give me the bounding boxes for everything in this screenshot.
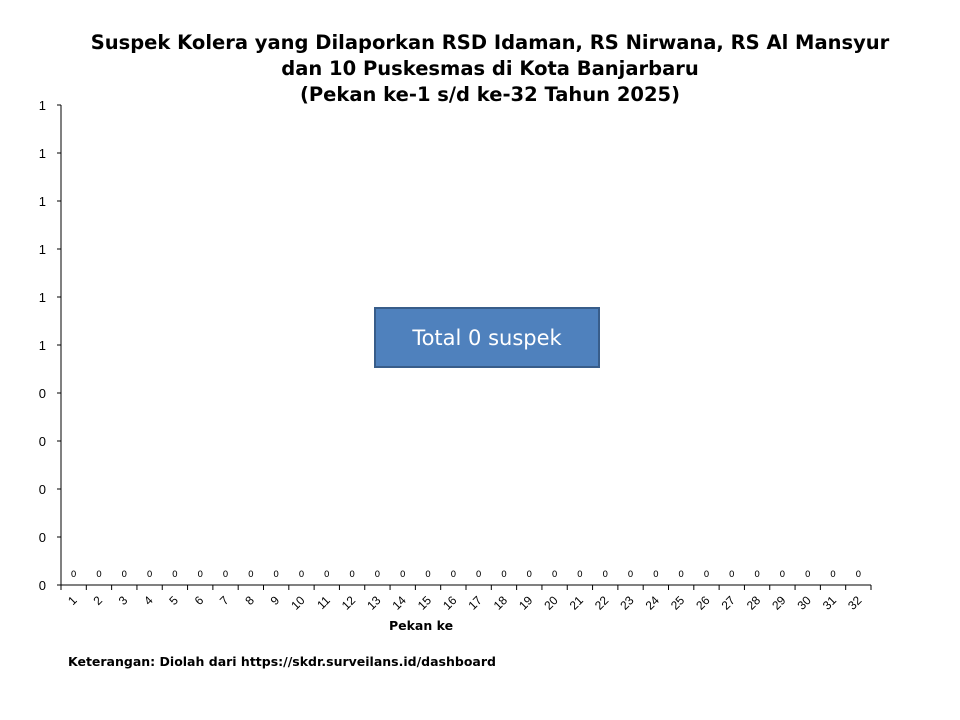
data-label: 0 xyxy=(552,570,558,580)
x-tick-label: 5 xyxy=(166,593,181,608)
data-label: 0 xyxy=(577,570,583,580)
footnote: Keterangan: Diolah dari https://skdr.sur… xyxy=(68,654,496,669)
x-tick-label: 3 xyxy=(116,593,131,608)
x-tick-label: 2 xyxy=(90,593,105,608)
x-tick-label: 1 xyxy=(65,593,80,608)
x-tick-label: 10 xyxy=(288,593,308,613)
data-label: 0 xyxy=(678,570,684,580)
x-tick-label: 7 xyxy=(217,593,232,608)
data-label: 0 xyxy=(349,570,355,580)
x-tick-label: 19 xyxy=(516,593,536,613)
x-tick-label: 31 xyxy=(820,593,840,613)
data-label: 0 xyxy=(628,570,634,580)
y-tick-label: 1 xyxy=(39,290,46,305)
data-label: 0 xyxy=(805,570,811,580)
data-label: 0 xyxy=(425,570,431,580)
data-label: 0 xyxy=(248,570,254,580)
x-tick-label: 29 xyxy=(769,593,789,613)
x-tick-label: 17 xyxy=(465,593,485,613)
data-label: 0 xyxy=(526,570,532,580)
data-label: 0 xyxy=(754,570,760,580)
x-tick-label: 4 xyxy=(141,593,156,608)
data-label: 0 xyxy=(476,570,482,580)
data-label: 0 xyxy=(653,570,659,580)
y-tick-label: 1 xyxy=(39,98,46,113)
data-label: 0 xyxy=(729,570,735,580)
total-annotation-text: Total 0 suspek xyxy=(412,325,562,350)
data-label: 0 xyxy=(223,570,229,580)
y-tick-label: 0 xyxy=(39,578,46,593)
x-tick-label: 30 xyxy=(794,593,814,613)
y-tick-label: 0 xyxy=(39,530,46,545)
chart-title: Suspek Kolera yang Dilaporkan RSD Idaman… xyxy=(40,30,940,108)
x-tick-label: 20 xyxy=(541,593,561,613)
data-label: 0 xyxy=(375,570,381,580)
x-tick-label: 16 xyxy=(440,593,460,613)
x-axis-label: Pekan ke xyxy=(389,618,453,633)
y-tick-label: 1 xyxy=(39,242,46,257)
x-tick-label: 21 xyxy=(567,593,587,613)
x-tick-label: 32 xyxy=(845,593,865,613)
data-label: 0 xyxy=(830,570,836,580)
x-tick-label: 24 xyxy=(643,593,663,613)
x-tick-label: 9 xyxy=(268,593,283,608)
title-line-2: dan 10 Puskesmas di Kota Banjarbaru xyxy=(281,57,699,80)
x-tick-label: 27 xyxy=(719,593,739,613)
y-tick-label: 1 xyxy=(39,194,46,209)
data-label: 0 xyxy=(450,570,456,580)
x-tick-label: 26 xyxy=(693,593,713,613)
title-line-1: Suspek Kolera yang Dilaporkan RSD Idaman… xyxy=(90,31,890,54)
data-label: 0 xyxy=(273,570,279,580)
x-tick-label: 13 xyxy=(364,593,384,613)
data-label: 0 xyxy=(324,570,330,580)
data-label: 0 xyxy=(197,570,203,580)
x-tick-label: 11 xyxy=(314,593,333,612)
x-tick-label: 14 xyxy=(389,593,409,613)
data-label: 0 xyxy=(172,570,178,580)
title-line-3: (Pekan ke-1 s/d ke-32 Tahun 2025) xyxy=(299,83,681,106)
data-label: 0 xyxy=(400,570,406,580)
x-tick-label: 28 xyxy=(744,593,764,613)
data-label: 0 xyxy=(299,570,305,580)
x-tick-label: 12 xyxy=(339,593,359,613)
x-tick-label: 6 xyxy=(192,593,207,608)
x-tick-label: 22 xyxy=(592,593,612,613)
y-tick-label: 1 xyxy=(39,146,46,161)
data-label: 0 xyxy=(855,570,861,580)
x-tick-label: 18 xyxy=(491,593,511,613)
y-tick-label: 0 xyxy=(39,386,46,401)
y-tick-label: 1 xyxy=(39,338,46,353)
data-label: 0 xyxy=(704,570,710,580)
x-tick-label: 8 xyxy=(242,593,257,608)
data-label: 0 xyxy=(501,570,507,580)
data-label: 0 xyxy=(71,570,77,580)
x-tick-label: 25 xyxy=(668,593,688,613)
x-tick-label: 15 xyxy=(415,593,435,613)
data-label: 0 xyxy=(147,570,153,580)
data-label: 0 xyxy=(780,570,786,580)
total-annotation-box: Total 0 suspek xyxy=(374,307,600,368)
y-tick-label: 0 xyxy=(39,434,46,449)
data-label: 0 xyxy=(602,570,608,580)
y-tick-label: 0 xyxy=(39,482,46,497)
x-tick-label: 23 xyxy=(617,593,637,613)
data-label: 0 xyxy=(96,570,102,580)
data-label: 0 xyxy=(121,570,127,580)
